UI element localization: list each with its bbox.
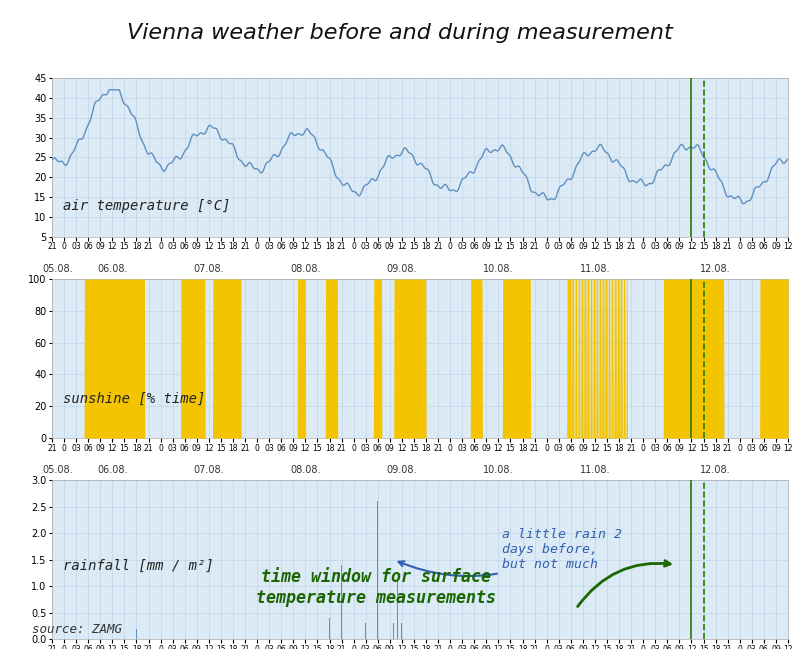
Text: 06.08.: 06.08.	[97, 264, 127, 274]
Text: 12.08.: 12.08.	[700, 264, 731, 274]
Text: Vienna weather before and during measurement: Vienna weather before and during measure…	[127, 23, 673, 43]
Text: time window for surface
temperature measurements: time window for surface temperature meas…	[256, 568, 496, 607]
Text: 05.08.: 05.08.	[42, 264, 74, 274]
Text: a little rain 2
days before,
but not much: a little rain 2 days before, but not muc…	[398, 528, 622, 576]
Text: 11.08.: 11.08.	[580, 264, 610, 274]
Text: air temperature [°C]: air temperature [°C]	[63, 199, 230, 213]
Text: 05.08.: 05.08.	[42, 465, 74, 475]
Text: 07.08.: 07.08.	[194, 264, 224, 274]
Text: 06.08.: 06.08.	[97, 465, 127, 475]
Text: 10.08.: 10.08.	[483, 264, 514, 274]
Text: 11.08.: 11.08.	[580, 465, 610, 475]
Text: 07.08.: 07.08.	[194, 465, 224, 475]
Text: 09.08.: 09.08.	[386, 264, 417, 274]
Text: 10.08.: 10.08.	[483, 465, 514, 475]
Text: 08.08.: 08.08.	[290, 465, 321, 475]
Text: rainfall [mm / m²]: rainfall [mm / m²]	[63, 559, 214, 572]
Text: 08.08.: 08.08.	[290, 264, 321, 274]
Text: source: ZAMG: source: ZAMG	[32, 623, 122, 636]
Text: 12.08.: 12.08.	[700, 465, 731, 475]
Text: sunshine [% time]: sunshine [% time]	[63, 392, 206, 406]
Text: 09.08.: 09.08.	[386, 465, 417, 475]
